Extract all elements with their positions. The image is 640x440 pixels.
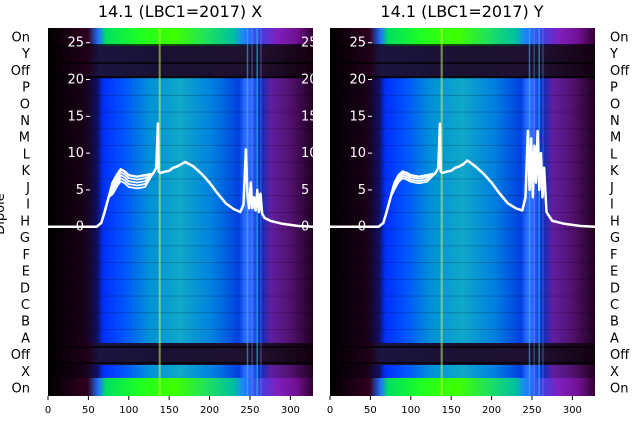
row-label: X [610, 365, 619, 380]
row-label: I [610, 198, 614, 213]
x-tick-label: 300 [281, 405, 300, 416]
row-label: X [21, 365, 30, 380]
x-tick-label: 200 [200, 405, 219, 416]
row-label: A [21, 331, 30, 346]
overlay-y-tick-label: 25 [349, 36, 366, 51]
row-label: G [20, 231, 30, 246]
row-labels: OnYOffPONMLKJIHGFEDCBAOffXOnOnYOffPONMLK… [11, 30, 630, 396]
x-tick-label: 100 [119, 405, 138, 416]
x-tick-label: 0 [327, 405, 333, 416]
row-label: Off [11, 64, 31, 79]
overlay-y-tick-label: 10 [349, 146, 366, 161]
y-axis-label: Dipole [0, 193, 8, 234]
row-label: D [20, 281, 30, 296]
row-label: H [610, 214, 620, 229]
row-label: On [610, 30, 628, 45]
overlay-series-line [48, 122, 314, 228]
x-tick-label: 300 [563, 405, 582, 416]
overlay-series-line [330, 122, 596, 228]
row-label: L [23, 147, 31, 162]
overlay-y-tick-label: 20 [349, 73, 366, 88]
overlay-y-tick-label: 15 [67, 109, 84, 124]
row-label: J [609, 181, 614, 196]
row-label: K [21, 164, 30, 179]
row-label: A [610, 331, 619, 346]
x-tick-label: 250 [240, 405, 259, 416]
overlay-y-tick-label-right: 25 [301, 36, 318, 51]
x-tick-label: 250 [522, 405, 541, 416]
row-label: C [21, 298, 30, 313]
row-label: Y [609, 47, 618, 62]
row-label: M [610, 131, 621, 146]
row-label: D [610, 281, 620, 296]
right-panel-title: 14.1 (LBC1=2017) Y [380, 2, 543, 21]
overlay-y-tick-label: 10 [67, 146, 84, 161]
x-tick-label: 0 [45, 405, 51, 416]
row-label: F [23, 248, 30, 263]
row-label: Off [610, 64, 630, 79]
overlay-y-tick-label-right: 5 [301, 183, 309, 198]
row-label: On [12, 30, 30, 45]
x-tick-label: 50 [82, 405, 95, 416]
row-label: E [610, 265, 618, 280]
row-label: C [610, 298, 619, 313]
row-label: Off [11, 348, 31, 363]
overlay-y-tick-label: 5 [358, 183, 366, 198]
row-label: N [610, 114, 620, 129]
row-label: G [610, 231, 620, 246]
row-label: J [25, 181, 30, 196]
overlay-y-tick-label: 5 [76, 183, 84, 198]
row-label: P [610, 81, 618, 96]
row-label: O [610, 97, 620, 112]
x-tick-label: 100 [401, 405, 420, 416]
row-label: M [19, 131, 30, 146]
row-label: I [26, 198, 30, 213]
x-tick-label: 150 [442, 405, 461, 416]
overlay-y-tick-label-right: 15 [301, 109, 318, 124]
left-panel-title: 14.1 (LBC1=2017) X [98, 2, 262, 21]
row-label: Y [21, 47, 30, 62]
overlay-y-tick-label-right: 20 [301, 73, 318, 88]
row-label: H [20, 214, 30, 229]
overlay-y-tick-label: 20 [67, 73, 84, 88]
row-label: K [610, 164, 619, 179]
row-label: O [20, 97, 30, 112]
row-label: P [22, 81, 30, 96]
x-tick-label: 150 [160, 405, 179, 416]
row-label: B [610, 315, 619, 330]
overlay-y-tick-label-right: 10 [301, 146, 318, 161]
overlay-y-tick-label: 25 [67, 36, 84, 51]
row-label: L [610, 147, 618, 162]
x-axis-ticks: 0 50 100 150 200 250 300 0 50 100 150 200 250 300 [45, 396, 582, 416]
row-label: Off [610, 348, 630, 363]
overlay-y-tick-label: 15 [349, 109, 366, 124]
x-tick-label: 200 [482, 405, 501, 416]
row-label: On [610, 382, 628, 397]
row-label: On [12, 382, 30, 397]
row-label: E [22, 265, 30, 280]
row-label: N [20, 114, 30, 129]
x-tick-label: 50 [364, 405, 377, 416]
row-label: B [21, 315, 30, 330]
row-label: F [610, 248, 617, 263]
